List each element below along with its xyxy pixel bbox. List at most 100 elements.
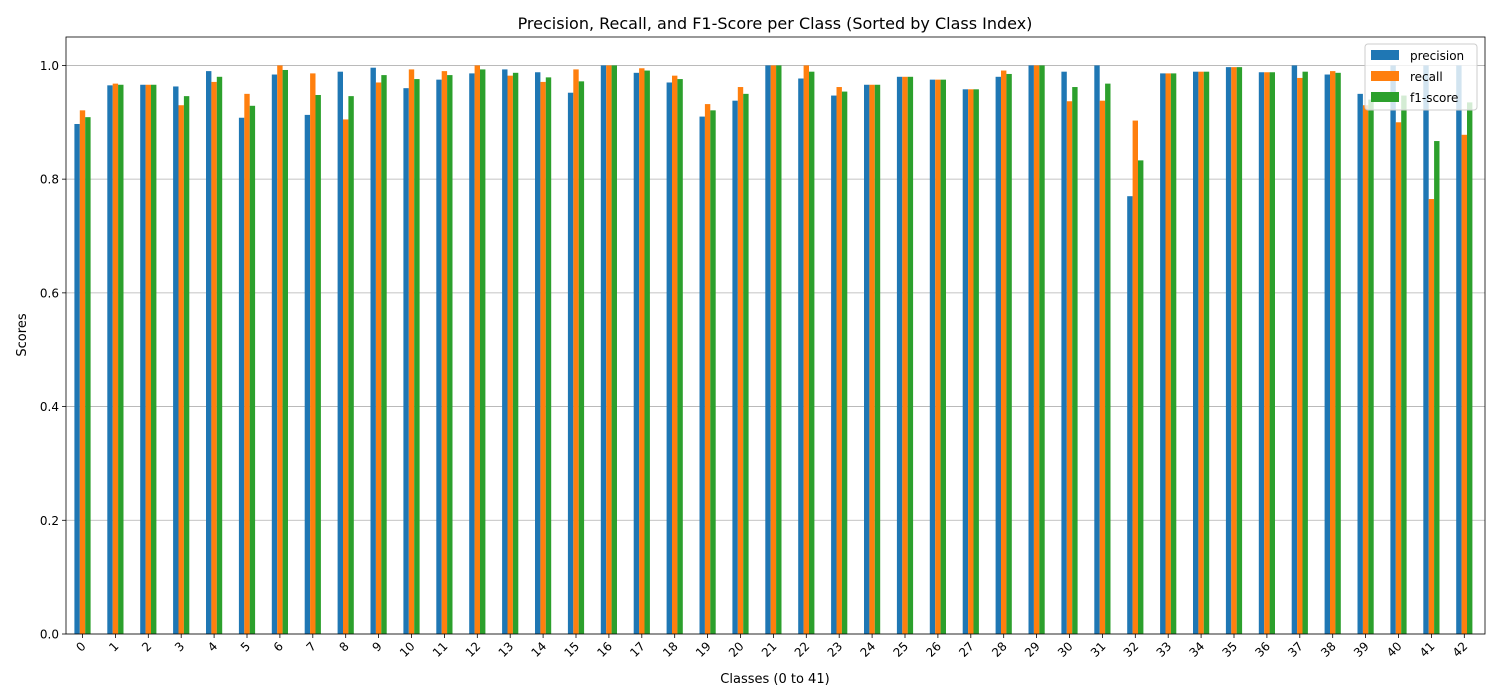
- bar-recall-6: [277, 65, 283, 634]
- bar-precision-3: [173, 86, 179, 635]
- bar-recall-35: [1231, 67, 1237, 635]
- bar-recall-25: [902, 76, 908, 635]
- x-tick-label: 36: [1252, 639, 1273, 660]
- bar-precision-14: [535, 72, 541, 635]
- plot-frame: [65, 36, 1486, 635]
- bar-f1-score-13: [512, 72, 519, 634]
- bar-precision-38: [1324, 74, 1330, 635]
- bar-precision-6: [271, 74, 278, 635]
- bar-f1-score-3: [183, 96, 190, 635]
- x-tick-label: 3: [172, 639, 187, 654]
- bar-precision-7: [304, 114, 311, 634]
- y-tick-label: 0.0: [40, 628, 59, 642]
- bar-f1-score-28: [1006, 73, 1012, 634]
- x-tick-label: 13: [496, 639, 517, 660]
- x-tick-label: 40: [1384, 639, 1405, 660]
- bar-recall-23: [836, 87, 842, 634]
- bar-recall-21: [770, 65, 777, 634]
- bar-f1-score-23: [841, 91, 848, 634]
- x-tick-label: 17: [627, 639, 648, 660]
- bar-f1-score-39: [1368, 99, 1374, 635]
- bar-f1-score-31: [1105, 83, 1111, 634]
- bar-f1-score-27: [973, 89, 979, 634]
- x-tick-label: 21: [759, 639, 780, 660]
- bar-f1-score-25: [907, 76, 914, 635]
- bar-f1-score-30: [1072, 87, 1078, 634]
- bar-f1-score-21: [776, 65, 782, 634]
- x-tick-label: 11: [430, 639, 451, 660]
- bar-f1-score-14: [545, 77, 552, 634]
- bar-precision-18: [666, 82, 672, 634]
- bar-precision-32: [1127, 196, 1133, 634]
- legend-swatch: [1371, 92, 1399, 102]
- bar-precision-41: [1423, 65, 1429, 634]
- bar-f1-score-35: [1236, 67, 1243, 635]
- x-tick-label: 14: [529, 639, 550, 660]
- bar-f1-score-10: [414, 79, 420, 635]
- x-axis: 0 1 2 3 4 5 6 7 8 9 10 11 12 13 14 15 16 17 18 19 20 21 22 23 24…: [73, 634, 1470, 660]
- bar-recall-36: [1264, 72, 1270, 635]
- bar-precision-4: [206, 71, 212, 635]
- x-tick-label: 0: [73, 639, 88, 654]
- bar-recall-19: [704, 104, 711, 634]
- bar-precision-40: [1390, 65, 1396, 634]
- bar-recall-41: [1428, 199, 1435, 635]
- y-axis: 0.0 0.2 0.4 0.6 0.8 1.0: [40, 59, 66, 642]
- bar-f1-score-32: [1138, 160, 1144, 634]
- bar-precision-5: [238, 117, 245, 635]
- x-tick-label: 22: [792, 639, 813, 660]
- x-tick-label: 6: [271, 639, 286, 654]
- bar-precision-23: [831, 95, 837, 634]
- bar-f1-score-20: [743, 93, 749, 635]
- bar-recall-42: [1461, 134, 1467, 634]
- bar-recall-39: [1362, 105, 1369, 634]
- x-tick-label: 32: [1121, 639, 1142, 660]
- x-tick-label: 29: [1022, 639, 1043, 660]
- bar-precision-12: [469, 73, 475, 635]
- bar-f1-score-17: [644, 70, 650, 634]
- bar-recall-17: [639, 68, 645, 635]
- x-tick-label: 18: [660, 639, 681, 660]
- bar-recall-30: [1066, 101, 1073, 634]
- bar-precision-24: [864, 84, 870, 634]
- bar-precision-19: [699, 116, 705, 635]
- x-tick-label: 26: [923, 639, 944, 660]
- bar-recall-10: [408, 69, 415, 634]
- bar-recall-4: [211, 81, 217, 635]
- x-tick-label: 35: [1219, 639, 1240, 660]
- bar-precision-22: [798, 78, 804, 634]
- bar-f1-score-41: [1434, 141, 1440, 634]
- bar-precision-37: [1291, 65, 1298, 634]
- bar-f1-score-38: [1335, 72, 1341, 634]
- y-tick-label: 0.2: [40, 514, 59, 528]
- legend: precision recall f1-score: [1364, 43, 1478, 111]
- bar-precision-9: [370, 67, 376, 634]
- bar-f1-score-11: [447, 75, 453, 634]
- x-tick-label: 31: [1088, 639, 1109, 660]
- bar-f1-score-18: [677, 79, 683, 635]
- bar-recall-29: [1033, 65, 1040, 634]
- bar-precision-30: [1061, 71, 1067, 634]
- bar-precision-0: [74, 123, 80, 635]
- bar-precision-34: [1193, 71, 1199, 634]
- legend-label: recall: [1410, 70, 1443, 84]
- bar-recall-37: [1297, 77, 1303, 635]
- x-tick-label: 19: [693, 639, 714, 660]
- bar-recall-22: [803, 65, 809, 634]
- bar-recall-9: [375, 82, 382, 634]
- bar-f1-score-8: [348, 96, 354, 635]
- x-tick-label: 20: [726, 639, 747, 660]
- bar-precision-15: [567, 92, 574, 635]
- bar-f1-score-40: [1401, 95, 1407, 634]
- bar-recall-34: [1198, 71, 1204, 634]
- y-tick-label: 0.6: [40, 286, 59, 300]
- x-tick-label: 9: [369, 639, 384, 654]
- bar-recall-28: [1001, 70, 1007, 634]
- y-tick-label: 1.0: [40, 59, 59, 73]
- bar-f1-score-29: [1039, 65, 1045, 634]
- bar-f1-score-19: [710, 110, 716, 635]
- bar-precision-26: [929, 79, 936, 634]
- bar-recall-27: [968, 89, 974, 634]
- bar-precision-42: [1456, 65, 1462, 634]
